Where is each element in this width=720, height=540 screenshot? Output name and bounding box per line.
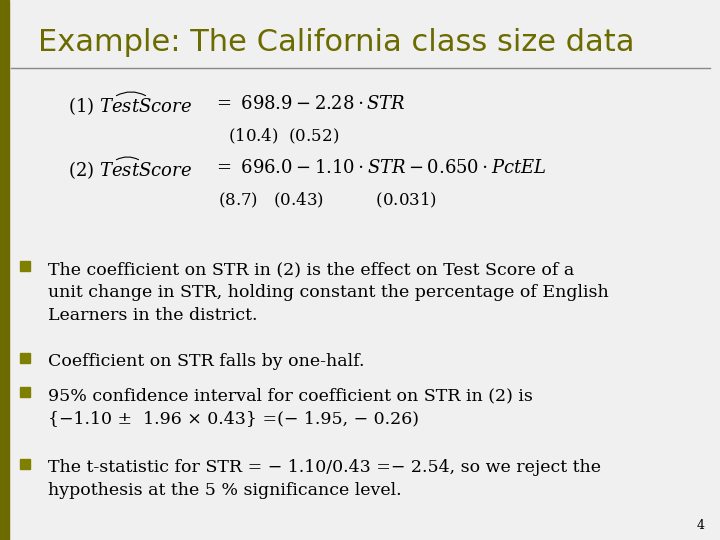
Text: The coefficient on STR in (2) is the effect on Test Score of a
unit change in ST: The coefficient on STR in (2) is the eff… <box>48 261 608 323</box>
Text: $(1)\ \mathit{TestScore}$: $(1)\ \mathit{TestScore}$ <box>68 95 192 117</box>
Text: Coefficient on STR falls by one-half.: Coefficient on STR falls by one-half. <box>48 353 364 370</box>
FancyBboxPatch shape <box>20 261 30 271</box>
Text: $= \ 696.0 - 1.10 \cdot STR - 0.650 \cdot PctEL$: $= \ 696.0 - 1.10 \cdot STR - 0.650 \cdo… <box>213 159 547 177</box>
Text: $(2)\ \mathit{TestScore}$: $(2)\ \mathit{TestScore}$ <box>68 159 192 181</box>
Text: 95% confidence interval for coefficient on STR in (2) is
{−1.10 ±  1.96 × 0.43} : 95% confidence interval for coefficient … <box>48 387 533 427</box>
Text: $(8.7) \ \ \ (0.43) \ \ \ \ \ \ \ \ \ \ (0.031)$: $(8.7) \ \ \ (0.43) \ \ \ \ \ \ \ \ \ \ … <box>218 191 437 210</box>
Text: 4: 4 <box>697 519 705 532</box>
Text: The t-statistic for STR = − 1.10/0.43 =− 2.54, so we reject the
hypothesis at th: The t-statistic for STR = − 1.10/0.43 =−… <box>48 459 601 499</box>
Bar <box>0 0 9 540</box>
FancyBboxPatch shape <box>20 353 30 363</box>
FancyBboxPatch shape <box>20 387 30 397</box>
Text: $= \ 698.9 - 2.28 \cdot STR$: $= \ 698.9 - 2.28 \cdot STR$ <box>213 95 406 113</box>
Text: $(10.4) \ \ (0.52)$: $(10.4) \ \ (0.52)$ <box>228 127 339 146</box>
Text: Example: The California class size data: Example: The California class size data <box>38 28 634 57</box>
FancyBboxPatch shape <box>20 459 30 469</box>
